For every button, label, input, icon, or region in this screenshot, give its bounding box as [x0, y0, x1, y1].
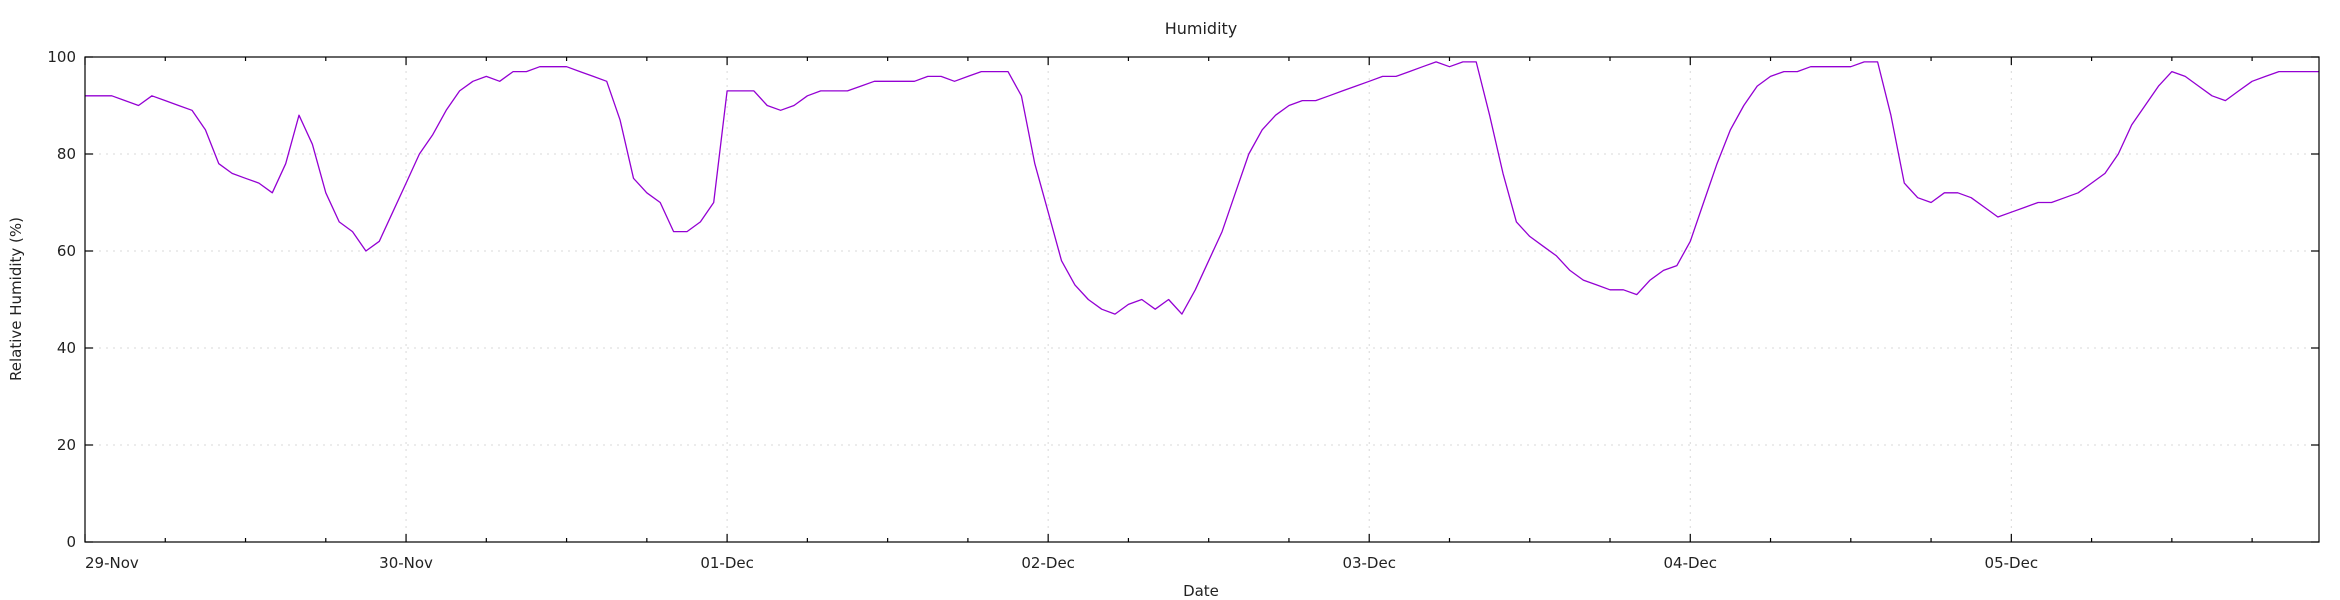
x-tick-label: 02-Dec — [1021, 554, 1075, 572]
grid-layer — [85, 57, 2319, 542]
x-tick-label: 01-Dec — [700, 554, 754, 572]
x-axis-label: Date — [1183, 582, 1219, 600]
series-layer — [85, 61, 2319, 315]
x-tick-label: 03-Dec — [1342, 554, 1396, 572]
x-tick-label: 30-Nov — [379, 554, 433, 572]
plot-frame — [84, 56, 2320, 543]
x-tick-label: 29-Nov — [85, 554, 139, 572]
y-tick-label: 0 — [66, 533, 76, 551]
axis-layer: 0 20 40 60 80 100 29-Nov 30-Nov 01-Dec 02-Dec 03-D… — [47, 48, 2319, 572]
y-tick-label: 100 — [47, 48, 76, 66]
x-tick-label: 05-Dec — [1985, 554, 2039, 572]
y-tick-label: 80 — [57, 145, 76, 163]
chart-title: Humidity — [1165, 19, 1238, 38]
y-tick-label: 60 — [57, 242, 76, 260]
x-tick-label: 04-Dec — [1664, 554, 1718, 572]
y-axis-label: Relative Humidity (%) — [7, 217, 25, 381]
y-tick-label: 40 — [57, 339, 76, 357]
y-tick-label: 20 — [57, 436, 76, 454]
humidity-series-line — [85, 61, 2319, 315]
